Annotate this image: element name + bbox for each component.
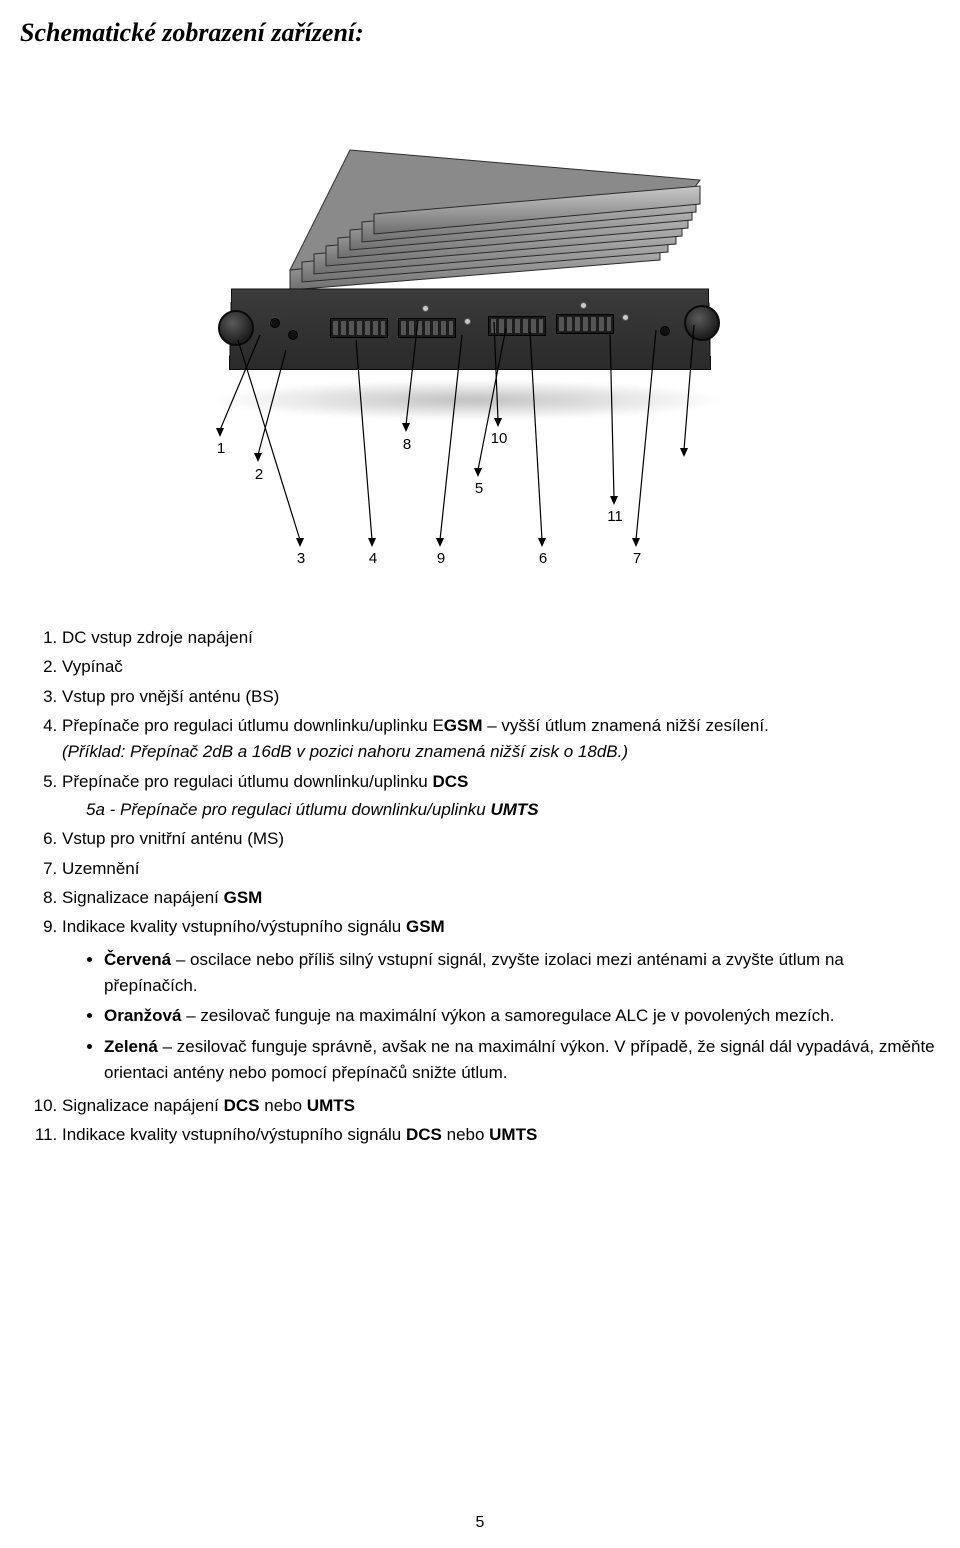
- item-4-bold: GSM: [444, 716, 483, 735]
- bullet-green: Zelená – zesilovač funguje správně, avša…: [104, 1034, 940, 1087]
- section-heading: Schematické zobrazení zařízení:: [20, 18, 940, 48]
- arrow-icon: [610, 496, 618, 505]
- item-5a: 5a - Přepínače pro regulaci útlumu downl…: [86, 797, 940, 823]
- callout-lines: [90, 70, 850, 600]
- callout-6: 6: [532, 550, 554, 567]
- item-4-note: (Příklad: Přepínač 2dB a 16dB v pozici n…: [62, 742, 628, 761]
- item-8: Signalizace napájení GSM: [62, 885, 940, 911]
- callout-1: 1: [210, 440, 232, 457]
- arrow-icon: [368, 538, 376, 547]
- item-2: Vypínač: [62, 654, 940, 680]
- bullet-orange-label: Oranžová: [104, 1006, 181, 1025]
- arrow-icon: [680, 448, 688, 457]
- arrow-icon: [254, 453, 262, 462]
- item-4: Přepínače pro regulaci útlumu downlinku/…: [62, 713, 940, 766]
- item-5-bold: DCS: [432, 772, 468, 791]
- arrow-icon: [632, 538, 640, 547]
- item-9-bold: GSM: [406, 917, 445, 936]
- arrow-icon: [216, 428, 224, 437]
- callout-4: 4: [362, 550, 384, 567]
- callout-8: 8: [396, 436, 418, 453]
- arrow-icon: [538, 538, 546, 547]
- callout-3: 3: [290, 550, 312, 567]
- arrow-icon: [402, 423, 410, 432]
- callout-10: 10: [488, 430, 510, 447]
- bullet-orange-text: – zesilovač funguje na maximální výkon a…: [181, 1006, 834, 1025]
- callout-5: 5: [468, 480, 490, 497]
- item-3: Vstup pro vnější anténu (BS): [62, 684, 940, 710]
- item-5a-bold: UMTS: [490, 800, 538, 819]
- item-10-mid: nebo: [260, 1096, 307, 1115]
- item-5-pre: Přepínače pro regulaci útlumu downlinku/…: [62, 772, 432, 791]
- bullet-red-label: Červená: [104, 950, 171, 969]
- callout-11: 11: [604, 508, 626, 525]
- item-4-pre: Přepínače pro regulaci útlumu downlinku/…: [62, 716, 444, 735]
- item-8-pre: Signalizace napájení: [62, 888, 224, 907]
- arrow-icon: [296, 538, 304, 547]
- item-11-mid: nebo: [442, 1125, 489, 1144]
- color-bullets: Červená – oscilace nebo příliš silný vst…: [62, 947, 940, 1087]
- item-6: Vstup pro vnitřní anténu (MS): [62, 826, 940, 852]
- item-5a-pre: 5a - Přepínače pro regulaci útlumu downl…: [86, 800, 490, 819]
- item-9: Indikace kvality vstupního/výstupního si…: [62, 914, 940, 1086]
- item-11-pre: Indikace kvality vstupního/výstupního si…: [62, 1125, 406, 1144]
- arrow-icon: [494, 418, 502, 427]
- bullet-orange: Oranžová – zesilovač funguje na maximáln…: [104, 1003, 940, 1029]
- item-4-post: – vyšší útlum znamená nižší zesílení.: [483, 716, 769, 735]
- item-8-bold: GSM: [224, 888, 263, 907]
- page-number: 5: [0, 1514, 960, 1532]
- callout-7: 7: [626, 550, 648, 567]
- arrow-icon: [436, 538, 444, 547]
- item-11: Indikace kvality vstupního/výstupního si…: [62, 1122, 940, 1148]
- item-11-b1: DCS: [406, 1125, 442, 1144]
- callout-2: 2: [248, 466, 270, 483]
- bullet-red-text: – oscilace nebo příliš silný vstupní sig…: [104, 950, 844, 995]
- item-5: Přepínače pro regulaci útlumu downlinku/…: [62, 769, 940, 824]
- legend-list: DC vstup zdroje napájení Vypínač Vstup p…: [20, 625, 940, 1148]
- item-10-b1: DCS: [224, 1096, 260, 1115]
- callout-9: 9: [430, 550, 452, 567]
- item-11-b2: UMTS: [489, 1125, 537, 1144]
- item-7: Uzemnění: [62, 856, 940, 882]
- item-10-pre: Signalizace napájení: [62, 1096, 224, 1115]
- bullet-red: Červená – oscilace nebo příliš silný vst…: [104, 947, 940, 1000]
- bullet-green-label: Zelená: [104, 1037, 158, 1056]
- arrow-icon: [474, 468, 482, 477]
- device-diagram: 1 2 8 10 3 4 9 5 6 11 7: [90, 70, 850, 600]
- item-9-pre: Indikace kvality vstupního/výstupního si…: [62, 917, 406, 936]
- item-10: Signalizace napájení DCS nebo UMTS: [62, 1093, 940, 1119]
- item-1: DC vstup zdroje napájení: [62, 625, 940, 651]
- item-10-b2: UMTS: [307, 1096, 355, 1115]
- bullet-green-text: – zesilovač funguje správně, avšak ne na…: [104, 1037, 935, 1082]
